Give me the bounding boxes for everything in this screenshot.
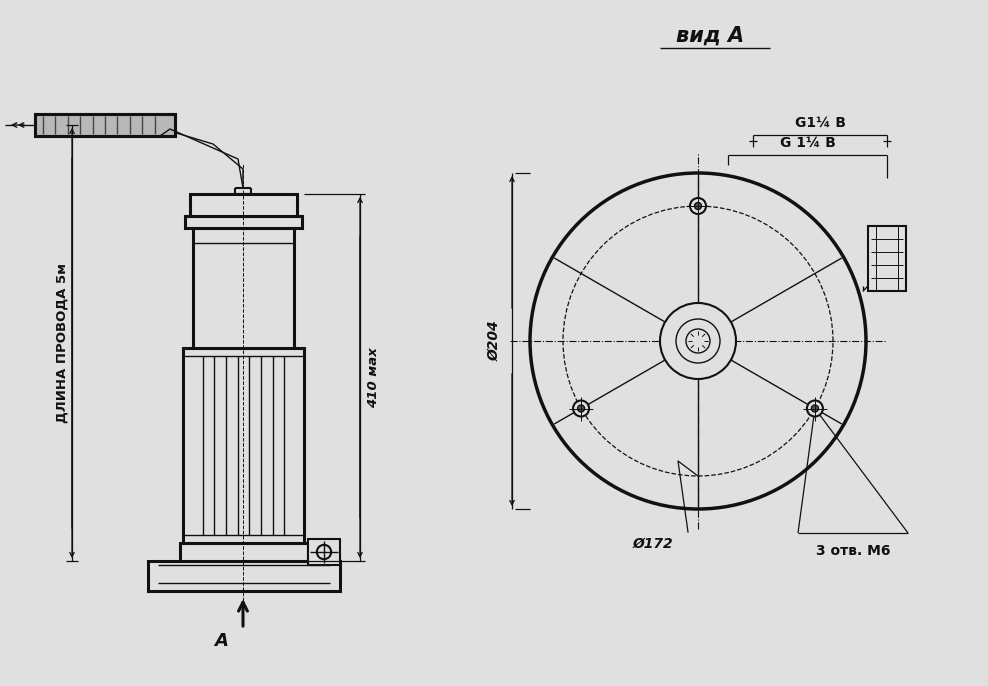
Circle shape [811, 405, 818, 412]
Text: вид А: вид А [676, 26, 744, 46]
Bar [185, 216, 302, 228]
Bar [868, 226, 906, 291]
Circle shape [530, 173, 866, 509]
Text: 3 отв. М6: 3 отв. М6 [816, 544, 890, 558]
Text: 410 мах: 410 мах [368, 347, 380, 408]
Circle shape [317, 545, 331, 559]
Bar [180, 543, 308, 561]
Circle shape [573, 401, 589, 416]
Bar [183, 348, 304, 543]
Bar [308, 539, 340, 565]
Bar [148, 561, 340, 591]
Text: G 1¼ В: G 1¼ В [780, 136, 836, 150]
Bar [193, 228, 294, 348]
Bar [35, 114, 175, 136]
Circle shape [690, 198, 706, 214]
Circle shape [676, 319, 720, 363]
Bar [35, 114, 175, 136]
Circle shape [660, 303, 736, 379]
Bar [190, 194, 297, 216]
Text: Ø172: Ø172 [632, 537, 673, 551]
Text: G1¼ В: G1¼ В [794, 116, 846, 130]
Text: ДЛИНА ПРОВОДА 5м: ДЛИНА ПРОВОДА 5м [55, 263, 68, 423]
Circle shape [807, 401, 823, 416]
Text: Ø204: Ø204 [487, 320, 501, 362]
Text: А: А [214, 632, 228, 650]
Circle shape [695, 202, 701, 209]
Circle shape [578, 405, 585, 412]
Circle shape [686, 329, 710, 353]
